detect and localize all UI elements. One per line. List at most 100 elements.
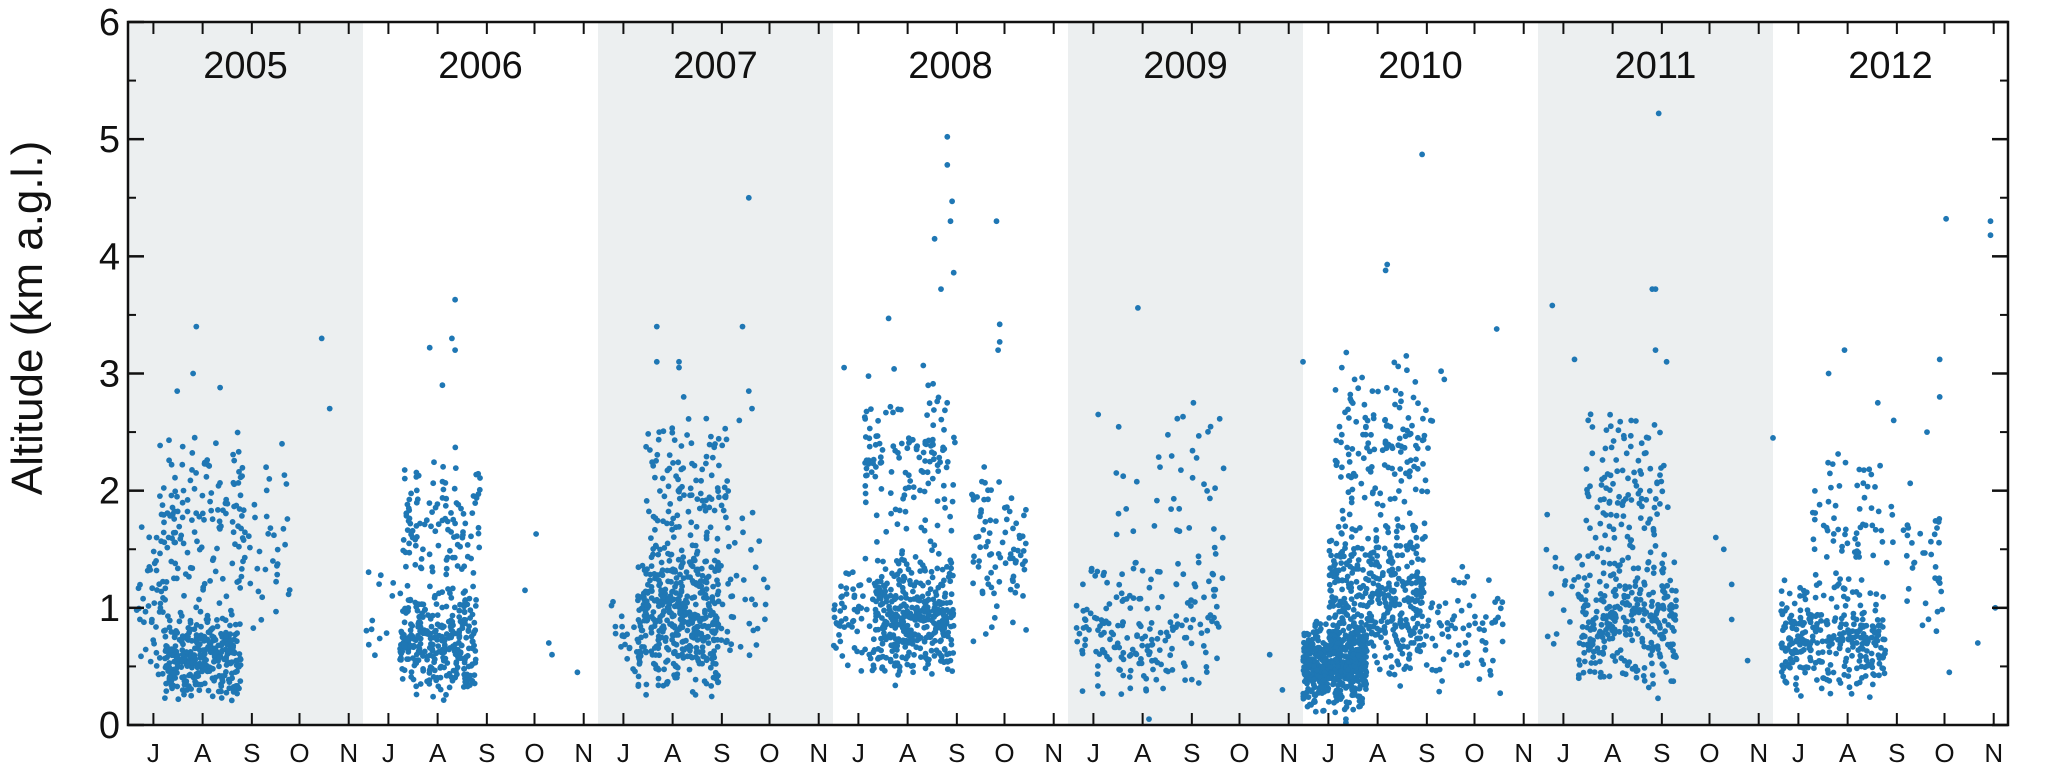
data-point <box>718 625 725 632</box>
data-point <box>1649 672 1656 678</box>
data-point <box>1358 619 1365 626</box>
data-point <box>250 625 257 631</box>
data-point <box>140 595 147 602</box>
data-point <box>1544 511 1551 518</box>
data-point <box>1987 218 1994 225</box>
data-point <box>1387 496 1394 502</box>
data-point <box>701 622 708 629</box>
data-point <box>1365 535 1371 542</box>
data-point <box>230 451 237 458</box>
data-point <box>188 637 195 644</box>
data-point <box>1120 672 1127 679</box>
data-point <box>163 579 170 585</box>
data-point <box>655 436 662 443</box>
data-point <box>1365 577 1372 584</box>
data-point <box>728 641 735 648</box>
data-point <box>263 487 270 494</box>
data-point <box>687 644 694 650</box>
data-point <box>1393 528 1400 535</box>
data-point <box>453 659 460 665</box>
data-point <box>1635 565 1642 572</box>
data-point <box>894 621 901 628</box>
data-point <box>1637 596 1644 603</box>
data-point <box>1343 704 1350 710</box>
data-point <box>1357 525 1363 531</box>
data-point <box>951 434 957 441</box>
data-point <box>676 488 682 495</box>
data-point <box>1583 466 1590 472</box>
data-point <box>710 583 716 590</box>
data-point <box>227 638 234 645</box>
data-point <box>218 642 225 649</box>
data-point <box>1448 622 1455 629</box>
data-point <box>673 590 679 596</box>
data-point <box>174 493 180 500</box>
data-point <box>462 679 469 685</box>
data-point <box>1857 626 1863 633</box>
data-point <box>468 555 474 562</box>
data-point <box>1136 660 1143 667</box>
data-point <box>1581 658 1588 665</box>
data-point <box>1830 669 1837 676</box>
data-point <box>925 596 932 603</box>
data-point <box>399 676 406 682</box>
data-point <box>173 628 179 634</box>
data-point <box>1549 302 1556 309</box>
data-point <box>1326 572 1333 579</box>
data-point <box>1439 631 1446 637</box>
data-point <box>176 523 183 530</box>
data-point <box>661 493 668 500</box>
data-point <box>1596 578 1603 585</box>
data-point <box>1647 652 1654 658</box>
data-point <box>214 623 221 630</box>
data-point <box>1332 709 1339 716</box>
data-point <box>935 610 942 616</box>
x-tick-label: N <box>1279 738 1298 768</box>
data-point <box>1169 645 1175 652</box>
data-point <box>1851 621 1857 628</box>
data-point <box>703 497 709 504</box>
data-point <box>1602 532 1608 539</box>
data-point <box>417 681 424 687</box>
data-point <box>1652 286 1659 292</box>
data-point <box>1171 625 1177 631</box>
data-point <box>1383 639 1389 646</box>
year-label: 2009 <box>1143 45 1228 87</box>
data-point <box>1341 595 1348 602</box>
data-point <box>169 504 176 511</box>
data-point <box>665 483 672 490</box>
data-point <box>408 531 414 538</box>
data-point <box>1576 662 1583 668</box>
data-point <box>942 504 948 511</box>
data-point <box>1575 574 1582 580</box>
data-point <box>1594 645 1601 652</box>
data-point <box>1392 600 1399 606</box>
data-point <box>1410 640 1417 646</box>
data-point <box>1576 553 1583 559</box>
data-point <box>413 499 420 506</box>
data-point <box>899 624 906 631</box>
data-point <box>921 565 928 572</box>
data-point <box>655 551 662 558</box>
data-point <box>908 663 915 669</box>
data-point <box>1375 596 1381 603</box>
data-point <box>880 558 886 565</box>
data-point <box>1455 642 1462 648</box>
data-point <box>1657 472 1663 478</box>
data-point <box>1548 590 1555 597</box>
data-point <box>1878 527 1885 534</box>
data-point <box>1386 549 1393 556</box>
data-point <box>637 619 643 626</box>
data-point <box>407 596 414 603</box>
data-point <box>1188 640 1195 647</box>
data-point <box>686 666 693 673</box>
data-point <box>216 600 223 606</box>
data-point <box>1581 649 1588 656</box>
data-point <box>1349 446 1356 452</box>
data-point <box>877 578 884 585</box>
data-point <box>1552 554 1559 561</box>
data-point <box>952 439 958 446</box>
data-point <box>399 648 406 655</box>
data-point <box>1362 590 1369 597</box>
data-point <box>1332 457 1339 464</box>
